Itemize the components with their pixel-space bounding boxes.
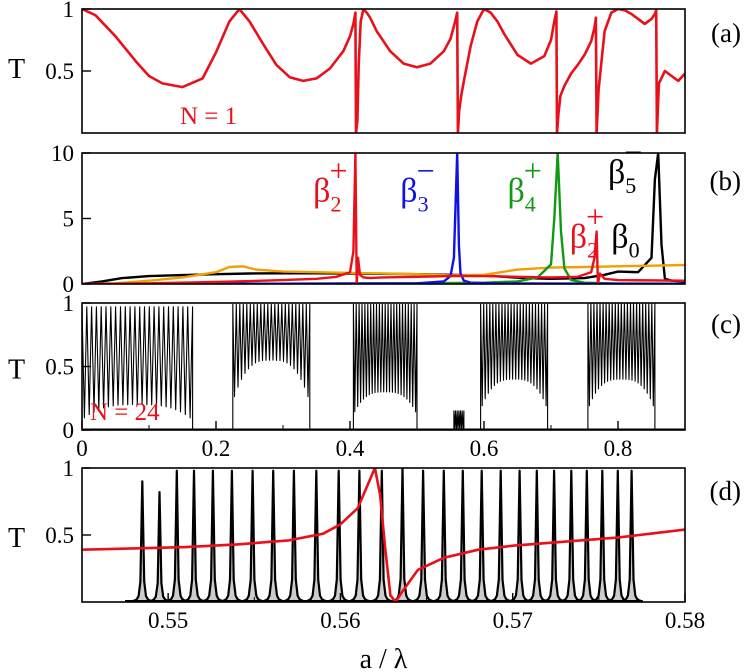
band-3 bbox=[453, 410, 465, 430]
annotation-n1: N = 1 bbox=[180, 103, 237, 130]
peak-fill bbox=[327, 470, 350, 602]
panel-label: (c) bbox=[711, 309, 741, 339]
peak-fill bbox=[432, 470, 455, 602]
peak-fill bbox=[591, 470, 614, 602]
y-tick-label: 0.5 bbox=[45, 523, 74, 548]
series-line-β2+ bbox=[82, 153, 685, 284]
panel-label: (d) bbox=[710, 476, 741, 506]
band-4 bbox=[480, 303, 549, 430]
y-tick-label: 0 bbox=[63, 272, 75, 297]
beta-annotation: β5− bbox=[608, 134, 642, 198]
band-5 bbox=[587, 303, 656, 430]
x-tick-label: 0.57 bbox=[493, 608, 533, 633]
y-tick-label: 0.5 bbox=[45, 59, 74, 84]
x-tick-label: 0.56 bbox=[320, 608, 360, 633]
series-line bbox=[82, 9, 685, 133]
y-axis-title: T bbox=[8, 355, 25, 386]
y-tick-label: 1 bbox=[63, 291, 75, 316]
band-0 bbox=[82, 306, 194, 430]
peak-fill bbox=[508, 470, 531, 602]
y-axis-title: T bbox=[8, 523, 25, 554]
beta-annotation: β4+ bbox=[507, 152, 541, 216]
y-tick-label: 1 bbox=[63, 456, 75, 481]
x-axis-title: a / λ bbox=[360, 644, 408, 672]
panel-label: (a) bbox=[711, 18, 741, 48]
series-line bbox=[82, 468, 685, 602]
x-tick-label: 0.6 bbox=[470, 436, 499, 461]
y-tick-label: 0 bbox=[63, 418, 75, 443]
x-tick-label: 0 bbox=[76, 436, 88, 461]
beta-annotation: β0 bbox=[611, 218, 639, 262]
x-tick-label: 0.2 bbox=[202, 436, 231, 461]
series-line-β4+ bbox=[82, 153, 685, 284]
y-axis-title: T bbox=[8, 54, 25, 85]
band-2 bbox=[352, 303, 418, 430]
y-tick-label: 1 bbox=[63, 0, 75, 22]
x-tick-label: 0.58 bbox=[665, 608, 705, 633]
x-tick-label: 0.4 bbox=[336, 436, 365, 461]
y-tick-label: 10 bbox=[51, 141, 74, 166]
peak-fill bbox=[575, 470, 598, 602]
beta-annotation: β3− bbox=[400, 152, 434, 216]
beta-annotation: β2+ bbox=[313, 152, 347, 216]
peak-fill bbox=[560, 470, 583, 602]
annotation-n24: N = 24 bbox=[90, 399, 160, 426]
peak-fill bbox=[131, 481, 154, 602]
beta-annotation: β2+ bbox=[570, 198, 604, 262]
panel-label: (b) bbox=[710, 166, 741, 196]
x-tick-label: 0.55 bbox=[148, 608, 188, 633]
x-tick-label: 0.8 bbox=[604, 436, 633, 461]
peak-fill bbox=[470, 470, 493, 602]
y-tick-label: 5 bbox=[63, 207, 75, 232]
y-tick-label: 0.5 bbox=[45, 355, 74, 380]
band-1 bbox=[232, 303, 311, 430]
